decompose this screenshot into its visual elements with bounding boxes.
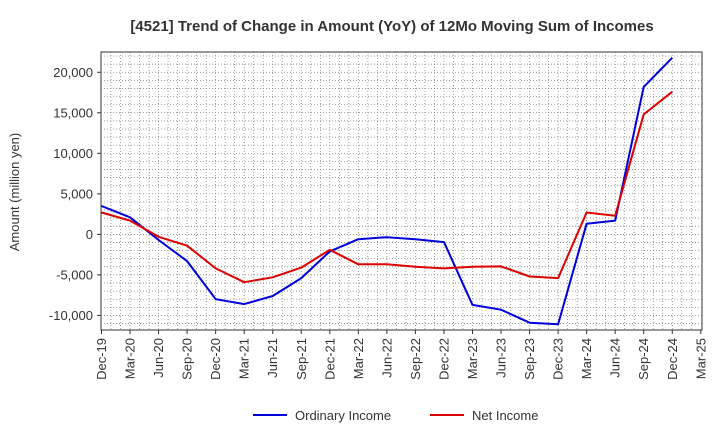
legend-label: Ordinary Income bbox=[295, 408, 391, 423]
y-axis-ticks: -10,000 -5,000 0 5,000 10,000 15,000 20,000 bbox=[49, 65, 101, 323]
x-tick-label: Dec-19 bbox=[94, 338, 109, 380]
series-lines bbox=[101, 57, 674, 326]
x-tick-label: Dec-23 bbox=[551, 338, 566, 380]
x-tick-label: Sep-23 bbox=[522, 338, 537, 380]
x-tick-label: Dec-24 bbox=[665, 338, 680, 380]
series-line bbox=[101, 57, 674, 326]
x-axis-ticks: Dec-19 Mar-20 Jun-20 Sep-20 Dec-20 Mar-21 Jun-… bbox=[94, 330, 708, 380]
x-tick-label: Dec-22 bbox=[436, 338, 451, 380]
x-tick-label: Sep-22 bbox=[408, 338, 423, 380]
x-tick-label: Dec-21 bbox=[322, 338, 337, 380]
x-tick-label: Jun-21 bbox=[265, 338, 280, 378]
x-tick-label: Mar-21 bbox=[237, 338, 252, 379]
x-tick-label: Mar-22 bbox=[351, 338, 366, 379]
y-tick-label: 20,000 bbox=[53, 65, 93, 80]
y-tick-label: 0 bbox=[86, 227, 93, 242]
y-axis-label: Amount (million yen) bbox=[7, 133, 22, 252]
y-tick-label: -5,000 bbox=[56, 267, 93, 282]
grid-lines bbox=[101, 52, 702, 330]
legend: Ordinary Income Net Income bbox=[253, 408, 538, 423]
series-line bbox=[101, 90, 673, 284]
legend-label: Net Income bbox=[472, 408, 538, 423]
plot-area bbox=[100, 51, 703, 331]
x-tick-label: Jun-22 bbox=[379, 338, 394, 378]
x-tick-label: Sep-20 bbox=[180, 338, 195, 380]
x-tick-label: Sep-24 bbox=[636, 338, 651, 380]
plot-frame bbox=[100, 51, 703, 331]
y-tick-label: 5,000 bbox=[60, 186, 93, 201]
chart-title: [4521] Trend of Change in Amount (YoY) o… bbox=[130, 18, 653, 35]
x-tick-label: Mar-25 bbox=[693, 338, 708, 379]
x-tick-label: Mar-20 bbox=[123, 338, 138, 379]
x-tick-label: Mar-24 bbox=[579, 338, 594, 379]
x-tick-label: Dec-20 bbox=[208, 338, 223, 380]
x-tick-label: Sep-21 bbox=[294, 338, 309, 380]
x-tick-label: Jun-24 bbox=[608, 338, 623, 378]
x-tick-label: Jun-23 bbox=[494, 338, 509, 378]
y-tick-label: -10,000 bbox=[49, 308, 93, 323]
y-tick-label: 10,000 bbox=[53, 146, 93, 161]
x-tick-label: Mar-23 bbox=[465, 338, 480, 379]
x-tick-label: Jun-20 bbox=[151, 338, 166, 378]
y-tick-label: 15,000 bbox=[53, 105, 93, 120]
